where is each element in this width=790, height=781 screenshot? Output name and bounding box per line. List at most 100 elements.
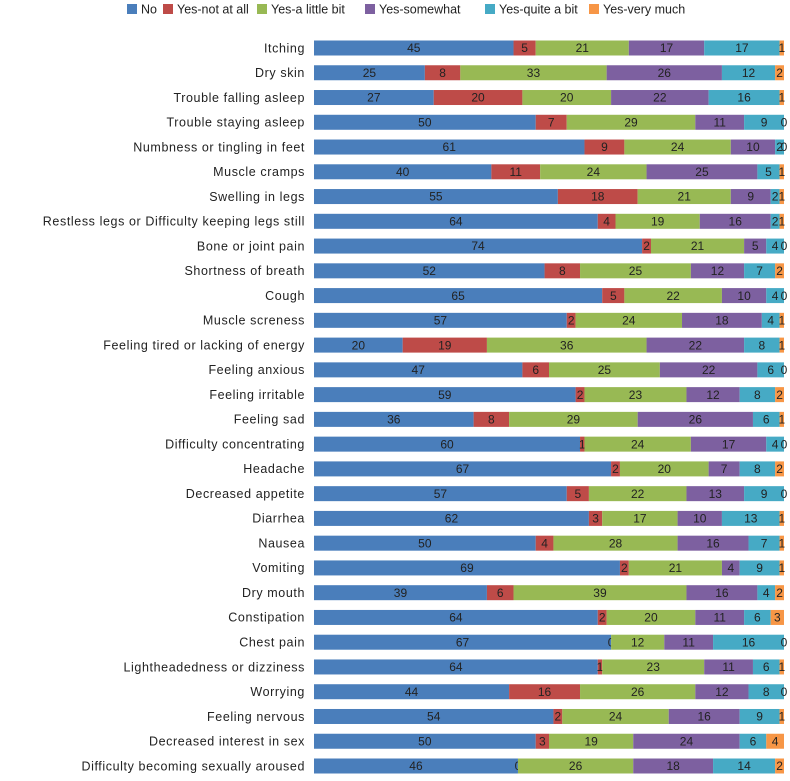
value-label: 17: [722, 437, 736, 451]
value-label: 27: [367, 91, 381, 105]
legend-swatch: [163, 4, 173, 14]
value-label: 16: [698, 710, 712, 724]
value-label: 50: [418, 115, 432, 129]
bar-segment: [509, 411, 638, 427]
value-label: 6: [763, 660, 770, 674]
bar-segment: [553, 708, 563, 724]
value-label: 1: [778, 413, 785, 427]
legend-label: Yes-somewhat: [379, 2, 461, 16]
value-label: 36: [560, 338, 574, 352]
value-label: 8: [559, 264, 566, 278]
value-label: 64: [449, 660, 463, 674]
value-label: 33: [527, 66, 541, 80]
category-label: Nausea: [258, 536, 305, 550]
value-label: 24: [680, 734, 694, 748]
value-label: 16: [737, 91, 751, 105]
value-label: 7: [756, 264, 763, 278]
value-label: 45: [407, 41, 421, 55]
bar-segment: [779, 560, 784, 576]
bar-segment: [682, 312, 762, 328]
bar-segment: [562, 708, 669, 724]
category-label: Trouble falling asleep: [173, 91, 305, 105]
bar-segment: [588, 510, 603, 526]
category-label: Feeling anxious: [208, 363, 305, 377]
value-label: 1: [778, 214, 785, 228]
bar-segment: [486, 337, 647, 353]
value-label: 3: [774, 611, 781, 625]
bar-segment: [314, 387, 576, 403]
bar-segment: [611, 90, 709, 106]
bar-segment: [775, 758, 784, 774]
value-label: 12: [715, 685, 729, 699]
bar-segment: [779, 337, 784, 353]
value-label: 8: [758, 338, 765, 352]
bar-segment: [775, 65, 784, 81]
bar-segment: [779, 312, 784, 328]
bar-segment: [748, 684, 784, 700]
bar-segment: [690, 263, 745, 279]
bar-segment: [544, 263, 581, 279]
bar-segment: [314, 461, 612, 477]
value-label: 0: [781, 363, 788, 377]
bar-segment: [739, 560, 780, 576]
bar-segment: [690, 436, 767, 452]
category-label: Feeling irritable: [209, 388, 305, 402]
bar-segment: [473, 411, 510, 427]
category-label: Dry skin: [255, 66, 305, 80]
bar-segment: [624, 288, 722, 304]
value-label: 69: [460, 561, 474, 575]
value-label: 5: [610, 289, 617, 303]
value-label: 6: [497, 586, 504, 600]
bar-segment: [650, 238, 745, 254]
value-label: 8: [439, 66, 446, 80]
category-label: Dry mouth: [242, 586, 305, 600]
value-label: 64: [449, 611, 463, 625]
value-label: 40: [396, 165, 410, 179]
value-label: 1: [778, 536, 785, 550]
bar-segment: [575, 387, 585, 403]
bar-segment: [744, 337, 780, 353]
bar-segment: [642, 238, 651, 254]
value-label: 6: [754, 611, 761, 625]
bar-segment: [659, 362, 758, 378]
bar-segment: [637, 411, 753, 427]
value-label: 16: [729, 214, 743, 228]
value-label: 8: [754, 388, 761, 402]
bar-segment: [535, 114, 567, 130]
value-label: 11: [510, 165, 523, 179]
value-label: 5: [752, 239, 759, 253]
value-label: 50: [418, 734, 432, 748]
bar-segment: [695, 114, 745, 130]
bar-segment: [730, 139, 776, 155]
bar-segment: [686, 585, 758, 601]
category-label: Headache: [243, 462, 305, 476]
legend-swatch: [365, 4, 375, 14]
category-label: Decreased appetite: [186, 487, 305, 501]
value-label: 21: [576, 41, 590, 55]
bar-segment: [314, 609, 598, 625]
bar-segment: [664, 634, 714, 650]
value-label: 24: [671, 140, 685, 154]
bar-segment: [509, 684, 581, 700]
category-label: Restless legs or Difficulty keeping legs…: [43, 215, 305, 229]
value-label: 61: [443, 140, 457, 154]
bar-segment: [540, 164, 647, 180]
bar-segment: [695, 684, 749, 700]
value-label: 46: [409, 759, 423, 773]
bar-segment: [513, 585, 687, 601]
bar-segment: [739, 733, 767, 749]
bar-segment: [739, 461, 776, 477]
bar-segment: [646, 164, 758, 180]
bar-segment: [686, 486, 745, 502]
bar-segment: [513, 40, 536, 56]
value-label: 59: [438, 388, 452, 402]
value-label: 21: [678, 190, 692, 204]
value-label: 2: [776, 388, 783, 402]
bar-segment: [708, 90, 780, 106]
legend-label: Yes-very much: [603, 2, 685, 16]
bar-segment: [584, 139, 625, 155]
value-label: 12: [706, 388, 720, 402]
value-label: 1: [778, 512, 785, 526]
bar-segment: [775, 387, 784, 403]
category-label: Cough: [265, 289, 305, 303]
